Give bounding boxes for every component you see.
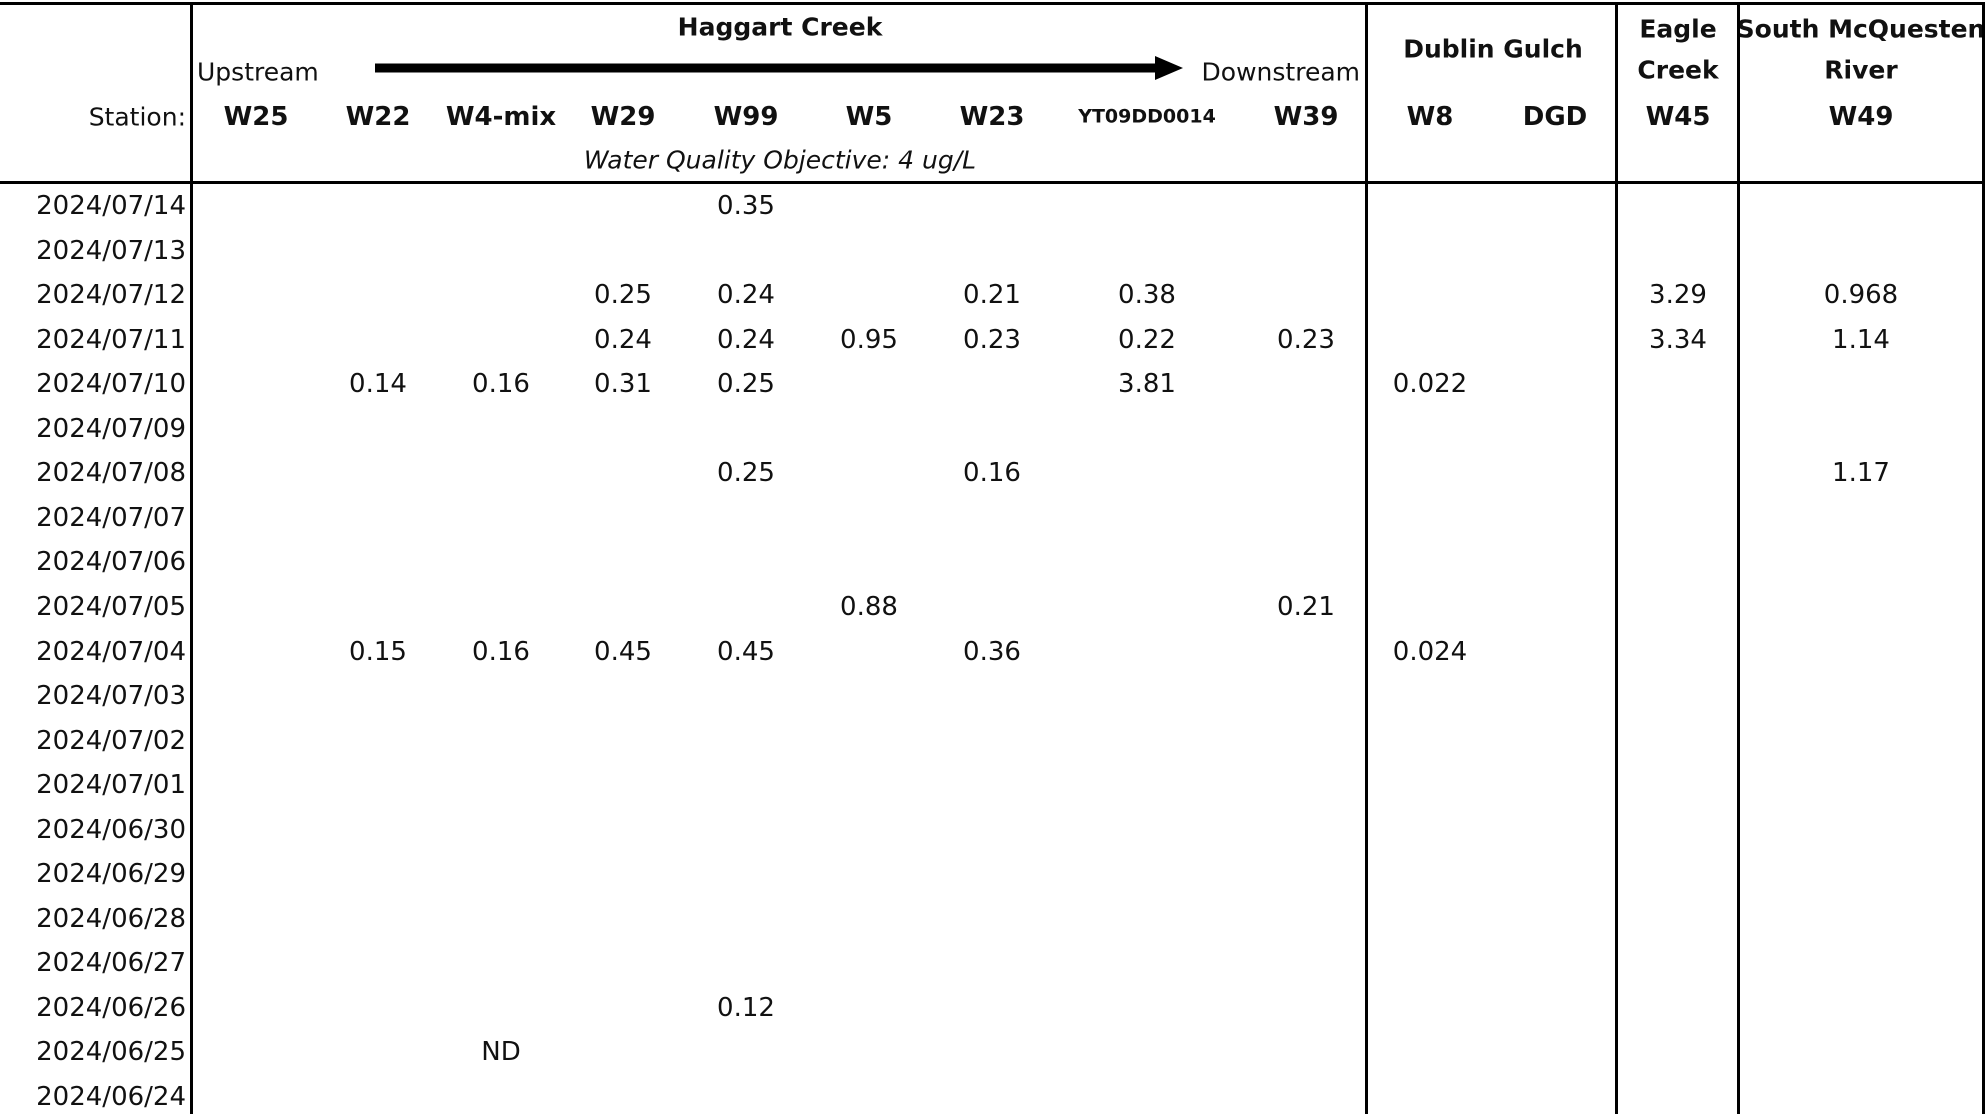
group-eagle-creek-line2: Creek: [1637, 55, 1719, 85]
value-cell: 0.45: [717, 636, 775, 667]
date-cell: 2024/06/30: [36, 814, 186, 845]
value-cell: 3.34: [1649, 324, 1707, 355]
value-cell: 0.24: [717, 324, 775, 355]
table-top-border: [0, 2, 1985, 5]
station-header-w39: W39: [1273, 102, 1339, 132]
group-haggart-creek: Haggart Creek: [677, 12, 883, 42]
date-cell: 2024/07/10: [36, 369, 186, 400]
value-cell: 0.38: [1118, 280, 1176, 311]
downstream-label: Downstream: [1201, 57, 1360, 87]
date-cell: 2024/06/28: [36, 903, 186, 934]
station-header-w99: W99: [713, 102, 779, 132]
value-cell: 1.14: [1832, 324, 1890, 355]
date-cell: 2024/07/11: [36, 324, 186, 355]
group-south-mcquesten-line1: South McQuesten: [1736, 14, 1986, 44]
value-cell: 0.36: [963, 636, 1021, 667]
value-cell: 0.95: [840, 324, 898, 355]
value-cell: 0.968: [1823, 280, 1899, 311]
station-header-w22: W22: [345, 102, 411, 132]
date-cell: 2024/06/25: [36, 1037, 186, 1068]
station-header-w5: W5: [845, 102, 893, 132]
value-cell: 0.12: [717, 992, 775, 1023]
value-cell: 0.23: [1277, 324, 1335, 355]
value-cell: 0.45: [594, 636, 652, 667]
group-eagle-creek-line1: Eagle: [1639, 14, 1717, 44]
value-cell: 3.29: [1649, 280, 1707, 311]
value-cell: 0.21: [1277, 591, 1335, 622]
date-cell: 2024/06/26: [36, 992, 186, 1023]
date-cell: 2024/07/01: [36, 770, 186, 801]
value-cell: 1.17: [1832, 458, 1890, 489]
upstream-label: Upstream: [197, 57, 319, 87]
divider-dates: [190, 2, 193, 1114]
value-cell: 0.24: [594, 324, 652, 355]
divider-haggart-dublin: [1365, 2, 1368, 1114]
value-cell: 0.25: [717, 369, 775, 400]
value-cell: 0.25: [594, 280, 652, 311]
date-cell: 2024/07/04: [36, 636, 186, 667]
station-header-w45: W45: [1645, 102, 1711, 132]
water-quality-objective: Water Quality Objective: 4 ug/L: [583, 145, 977, 175]
value-cell: 0.25: [717, 458, 775, 489]
date-cell: 2024/07/06: [36, 547, 186, 578]
group-south-mcquesten-line2: River: [1824, 55, 1898, 85]
date-cell: 2024/07/05: [36, 591, 186, 622]
header-bottom-border: [0, 181, 1985, 184]
value-cell: 0.22: [1118, 324, 1176, 355]
table-right-border: [1982, 2, 1985, 1114]
date-cell: 2024/07/12: [36, 280, 186, 311]
divider-dublin-eagle: [1615, 2, 1618, 1114]
date-cell: 2024/07/09: [36, 413, 186, 444]
flow-direction-arrow-icon: [375, 56, 1183, 80]
date-cell: 2024/07/08: [36, 458, 186, 489]
date-cell: 2024/07/07: [36, 502, 186, 533]
value-cell: 0.16: [472, 636, 530, 667]
station-header-w49: W49: [1828, 102, 1894, 132]
station-header-dgd: DGD: [1522, 102, 1588, 132]
value-cell: 0.024: [1392, 636, 1468, 667]
station-header-w29: W29: [590, 102, 656, 132]
value-cell: 0.23: [963, 324, 1021, 355]
date-cell: 2024/06/27: [36, 948, 186, 979]
value-cell: 0.24: [717, 280, 775, 311]
date-cell: 2024/06/29: [36, 859, 186, 890]
value-cell: 0.88: [840, 591, 898, 622]
value-cell: 0.31: [594, 369, 652, 400]
date-cell: 2024/07/14: [36, 191, 186, 221]
date-cell: 2024/07/03: [36, 681, 186, 712]
station-header-w8: W8: [1406, 102, 1454, 132]
value-cell: 0.022: [1392, 369, 1468, 400]
value-cell: 0.21: [963, 280, 1021, 311]
station-header-w4-mix: W4-mix: [445, 102, 557, 132]
station-header-w23: W23: [959, 102, 1025, 132]
date-cell: 2024/07/13: [36, 235, 186, 266]
value-cell: 0.35: [717, 191, 775, 221]
station-label: Station:: [88, 102, 186, 132]
date-cell: 2024/06/24: [36, 1082, 186, 1112]
station-header-yt09dd0014: YT09DD0014: [1078, 105, 1216, 128]
value-cell: 3.81: [1118, 369, 1176, 400]
value-cell: 0.14: [349, 369, 407, 400]
value-cell: ND: [481, 1037, 521, 1068]
station-header-w25: W25: [223, 102, 289, 132]
value-cell: 0.16: [963, 458, 1021, 489]
divider-eagle-smr: [1737, 2, 1740, 1114]
value-cell: 0.15: [349, 636, 407, 667]
group-dublin-gulch: Dublin Gulch: [1403, 34, 1583, 64]
date-cell: 2024/07/02: [36, 725, 186, 756]
value-cell: 0.16: [472, 369, 530, 400]
